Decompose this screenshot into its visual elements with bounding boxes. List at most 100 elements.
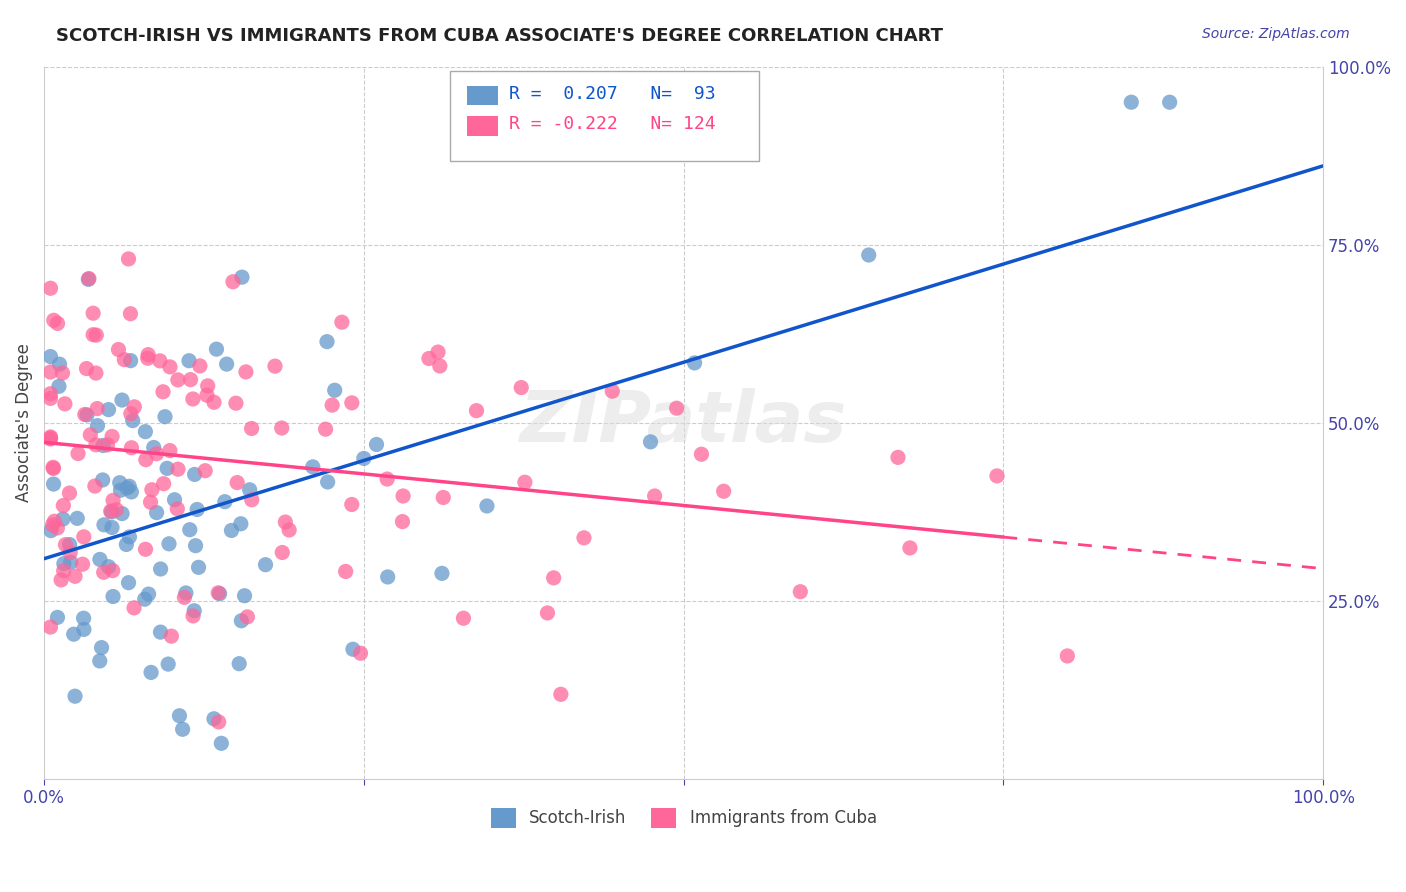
Point (93, 566, 115, 580)
Point (39, 620, 62, 634)
Point (167, 462, 190, 476)
Point (174, 586, 197, 600)
Point (86, 418, 108, 433)
Point (209, 736, 232, 750)
Point (572, 531, 595, 545)
Point (53, 397, 76, 411)
Point (77, 272, 100, 286)
Point (58, 486, 80, 500)
Point (156, 461, 179, 475)
Point (39, 392, 62, 406)
Point (166, 501, 188, 516)
Point (330, 315, 353, 329)
Point (48, 379, 70, 393)
Point (120, 307, 142, 321)
Point (97, 559, 120, 574)
Point (89, 552, 111, 566)
Point (120, 441, 142, 455)
Point (157, 537, 180, 551)
Point (264, 359, 287, 373)
Point (202, 395, 225, 409)
Point (240, 492, 263, 507)
Point (39, 430, 62, 444)
Point (39, 524, 62, 538)
Point (52, 499, 75, 513)
Point (1159, 95, 1181, 110)
Point (510, 380, 533, 394)
Point (180, 373, 202, 387)
Point (789, 584, 811, 599)
Point (66, 511, 89, 525)
Point (84, 438, 107, 452)
Text: SCOTCH-IRISH VS IMMIGRANTS FROM CUBA ASSOCIATE'S DEGREE CORRELATION CHART: SCOTCH-IRISH VS IMMIGRANTS FROM CUBA ASS… (56, 27, 943, 45)
Point (42, 313, 65, 327)
Point (316, 475, 339, 489)
Point (91, 473, 114, 487)
Point (52, 512, 75, 526)
Point (101, 493, 124, 508)
Point (139, 495, 162, 509)
Point (42, 460, 65, 475)
Point (270, 421, 292, 435)
Point (342, 642, 364, 657)
Point (84, 366, 107, 380)
Point (105, 502, 128, 516)
Point (159, 359, 181, 374)
Point (112, 352, 135, 367)
Point (197, 379, 219, 393)
Point (141, 483, 163, 497)
Point (46, 610, 69, 624)
Point (195, 388, 218, 402)
Point (159, 443, 181, 458)
Point (59, 555, 82, 569)
Point (149, 625, 172, 640)
Point (91, 438, 114, 452)
Point (153, 409, 176, 424)
Point (513, 475, 536, 490)
Point (76, 361, 98, 376)
Point (349, 646, 371, 660)
Point (42, 477, 65, 491)
Point (366, 437, 388, 451)
Point (66, 446, 89, 460)
Point (108, 475, 131, 490)
Point (63, 690, 86, 704)
Point (100, 504, 122, 518)
Point (101, 590, 124, 604)
Point (340, 498, 363, 512)
Point (145, 447, 167, 461)
Point (1056, 648, 1078, 663)
Point (135, 452, 157, 467)
Point (86, 328, 108, 343)
Point (110, 483, 132, 498)
Point (187, 560, 209, 574)
Point (101, 429, 124, 443)
Point (59, 537, 82, 551)
Point (124, 400, 146, 414)
Point (49, 573, 72, 587)
Point (683, 356, 706, 370)
Point (73, 530, 96, 544)
Point (39, 431, 62, 445)
Point (44, 514, 66, 528)
Point (188, 359, 211, 373)
Point (152, 476, 174, 491)
Point (77, 271, 100, 285)
Point (142, 441, 165, 455)
Point (149, 354, 172, 368)
Point (90, 640, 112, 655)
Point (221, 524, 243, 538)
Point (41, 517, 63, 532)
Point (222, 275, 245, 289)
Point (181, 609, 204, 624)
Point (301, 459, 323, 474)
Point (97, 402, 120, 417)
Point (96, 438, 118, 452)
Point (240, 421, 263, 435)
Point (225, 396, 247, 410)
Legend: Scotch-Irish, Immigrants from Cuba: Scotch-Irish, Immigrants from Cuba (484, 801, 883, 835)
Point (550, 687, 572, 701)
Point (205, 342, 228, 356)
Point (887, 450, 910, 465)
Point (323, 384, 346, 398)
